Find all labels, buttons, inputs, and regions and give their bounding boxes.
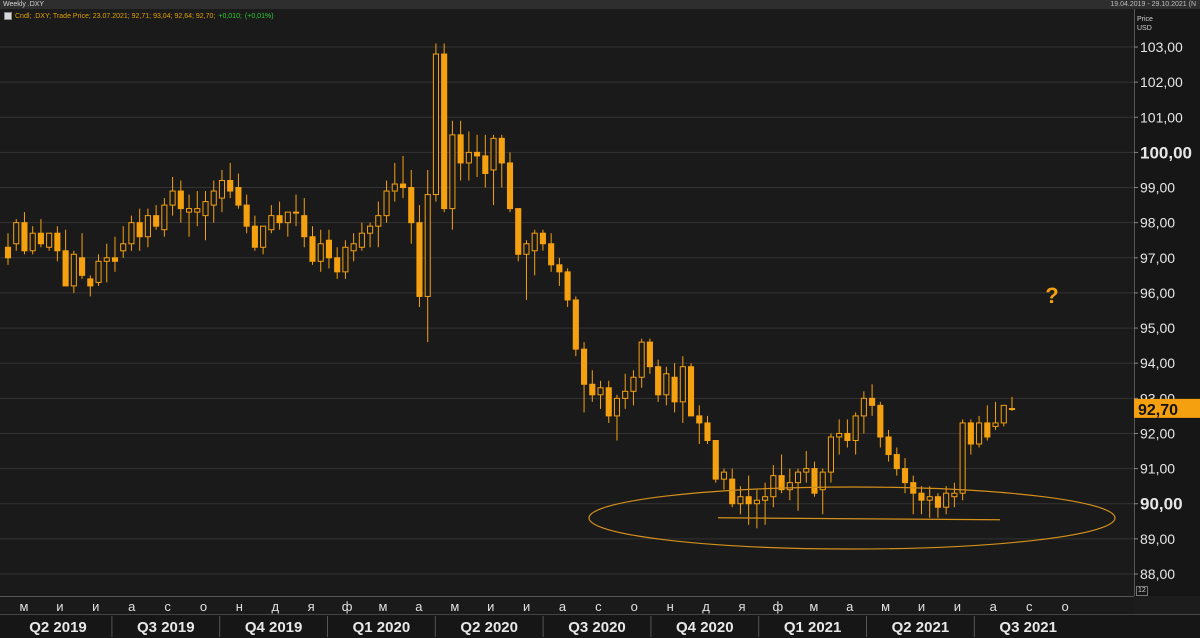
scale-badge[interactable]: 12 [1136, 586, 1148, 596]
chart-plot-area[interactable] [0, 9, 1134, 596]
price-axis-header: Price [1137, 16, 1153, 23]
price-axis-currency: USD [1137, 25, 1152, 32]
series-info-text: Cndl; .DXY; Trade Price; 23.07.2021; 92,… [15, 12, 216, 20]
quarter-axis[interactable] [0, 614, 1200, 638]
series-change-pct: (+0,01%) [244, 12, 274, 20]
month-axis[interactable] [0, 596, 1134, 617]
date-range: 19.04.2019 - 29.10.2021 (N [1110, 1, 1196, 8]
window-titlebar: Weekly .DXY 19.04.2019 - 29.10.2021 (N [0, 0, 1200, 9]
window-title: Weekly .DXY [3, 1, 45, 8]
series-change-abs: +0,010; [218, 12, 242, 20]
price-axis-unit: Price USD [1137, 15, 1153, 33]
price-axis[interactable] [1134, 9, 1200, 596]
legend-color-swatch[interactable] [4, 12, 12, 20]
series-legend: Cndl; .DXY; Trade Price; 23.07.2021; 92,… [4, 12, 274, 20]
